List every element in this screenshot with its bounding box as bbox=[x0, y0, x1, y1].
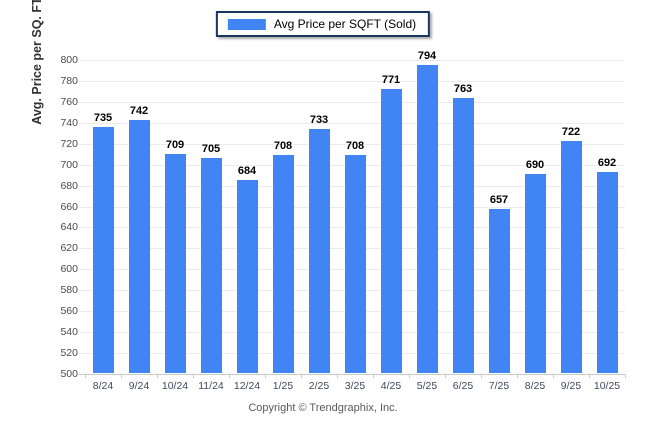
bar[interactable]: 733 bbox=[308, 114, 330, 373]
x-axis-tick bbox=[373, 374, 374, 378]
bar-value-label: 763 bbox=[453, 82, 473, 95]
x-tick-label: 5/25 bbox=[416, 380, 438, 392]
bar[interactable]: 690 bbox=[524, 159, 546, 373]
x-tick-label: 8/24 bbox=[92, 380, 114, 392]
bar[interactable]: 722 bbox=[560, 126, 582, 373]
bar-value-label: 690 bbox=[525, 159, 545, 172]
y-tick-label: 560 bbox=[60, 305, 78, 318]
bar-value-label: 733 bbox=[309, 114, 329, 127]
y-tick-label: 500 bbox=[60, 368, 78, 380]
bar[interactable]: 708 bbox=[272, 140, 294, 373]
bar-value-label: 708 bbox=[273, 140, 293, 153]
bar-value-label: 692 bbox=[597, 157, 617, 170]
x-axis-tick bbox=[481, 374, 482, 378]
y-tick-label: 800 bbox=[60, 54, 78, 66]
bar-value-label: 794 bbox=[417, 50, 437, 63]
bar-value-label: 705 bbox=[201, 143, 221, 156]
x-tick-label: 10/25 bbox=[593, 380, 621, 392]
bar[interactable]: 742 bbox=[128, 105, 150, 373]
bar[interactable]: 684 bbox=[236, 165, 258, 373]
x-axis-baseline bbox=[79, 374, 625, 375]
x-tick-label: 6/25 bbox=[452, 380, 474, 392]
x-tick-label: 7/25 bbox=[488, 380, 510, 392]
bar-value-label: 684 bbox=[237, 165, 257, 178]
legend-swatch bbox=[227, 18, 266, 30]
bar-value-label: 708 bbox=[345, 140, 365, 153]
bar[interactable]: 657 bbox=[488, 194, 510, 373]
x-axis-tick bbox=[337, 374, 338, 378]
x-axis-tick bbox=[85, 374, 86, 378]
x-axis-tick bbox=[517, 374, 518, 378]
bar-value-label: 735 bbox=[93, 112, 113, 125]
x-tick-label: 9/25 bbox=[560, 380, 582, 392]
y-tick-label: 600 bbox=[60, 263, 78, 276]
x-tick-label: 3/25 bbox=[344, 380, 366, 392]
y-tick-label: 580 bbox=[60, 284, 78, 297]
bar[interactable]: 709 bbox=[164, 139, 186, 373]
gridline bbox=[79, 60, 625, 61]
x-axis-tick bbox=[445, 374, 446, 378]
bar-value-label: 771 bbox=[381, 74, 401, 87]
y-tick-label: 620 bbox=[60, 242, 78, 255]
x-tick-label: 2/25 bbox=[308, 380, 330, 392]
x-axis-tick bbox=[121, 374, 122, 378]
x-axis-tick bbox=[553, 374, 554, 378]
gridline bbox=[79, 101, 625, 103]
x-tick-label: 11/24 bbox=[198, 380, 224, 392]
bar-value-label: 657 bbox=[489, 193, 509, 206]
bar[interactable]: 763 bbox=[452, 83, 474, 373]
legend: Avg Price per SQFT (Sold) bbox=[215, 11, 431, 37]
x-tick-label: 12/24 bbox=[233, 380, 261, 392]
x-axis-tick bbox=[265, 374, 266, 378]
x-tick-label: 4/25 bbox=[380, 380, 402, 392]
copyright-text: Copyright © Trendgraphix, Inc. bbox=[248, 402, 398, 414]
x-axis-tick bbox=[589, 374, 590, 378]
bar[interactable]: 705 bbox=[200, 143, 222, 373]
x-tick-label: 8/25 bbox=[524, 380, 546, 392]
y-tick-label: 700 bbox=[60, 158, 78, 171]
legend-label: Avg Price per SQFT (Sold) bbox=[273, 17, 417, 31]
plot-area: 500 520 540 560 580 600 620 640 660 680 700 720 740 7… bbox=[60, 50, 626, 392]
x-axis-tick bbox=[157, 374, 158, 378]
bar[interactable]: 771 bbox=[380, 74, 402, 373]
gridline bbox=[79, 143, 625, 145]
bar-value-label: 722 bbox=[561, 125, 581, 138]
bar-value-label: 709 bbox=[165, 139, 185, 152]
gridline bbox=[79, 80, 625, 82]
gridline bbox=[79, 122, 625, 124]
x-axis-tick bbox=[409, 374, 410, 378]
y-tick-label: 780 bbox=[60, 74, 78, 87]
x-axis-tick bbox=[229, 374, 230, 378]
y-tick-label: 720 bbox=[60, 137, 78, 150]
y-tick-label: 640 bbox=[60, 221, 78, 234]
bar[interactable]: 794 bbox=[416, 50, 438, 373]
y-tick-label: 520 bbox=[60, 347, 78, 360]
x-axis-tick bbox=[625, 374, 626, 378]
x-axis-tick bbox=[301, 374, 302, 378]
y-tick-label: 660 bbox=[60, 200, 78, 213]
x-axis-tick bbox=[193, 374, 194, 378]
y-tick-label: 680 bbox=[60, 179, 78, 192]
bar[interactable]: 735 bbox=[92, 112, 114, 373]
bar-value-label: 742 bbox=[129, 104, 149, 117]
bar[interactable]: 692 bbox=[596, 157, 618, 373]
y-tick-label: 540 bbox=[60, 326, 78, 339]
x-tick-label: 9/24 bbox=[128, 380, 150, 392]
y-tick-label: 760 bbox=[60, 95, 78, 108]
y-tick-label: 740 bbox=[60, 116, 78, 129]
bar[interactable]: 708 bbox=[344, 140, 366, 373]
x-tick-label: 10/24 bbox=[161, 380, 189, 392]
x-tick-label: 1/25 bbox=[272, 380, 294, 392]
